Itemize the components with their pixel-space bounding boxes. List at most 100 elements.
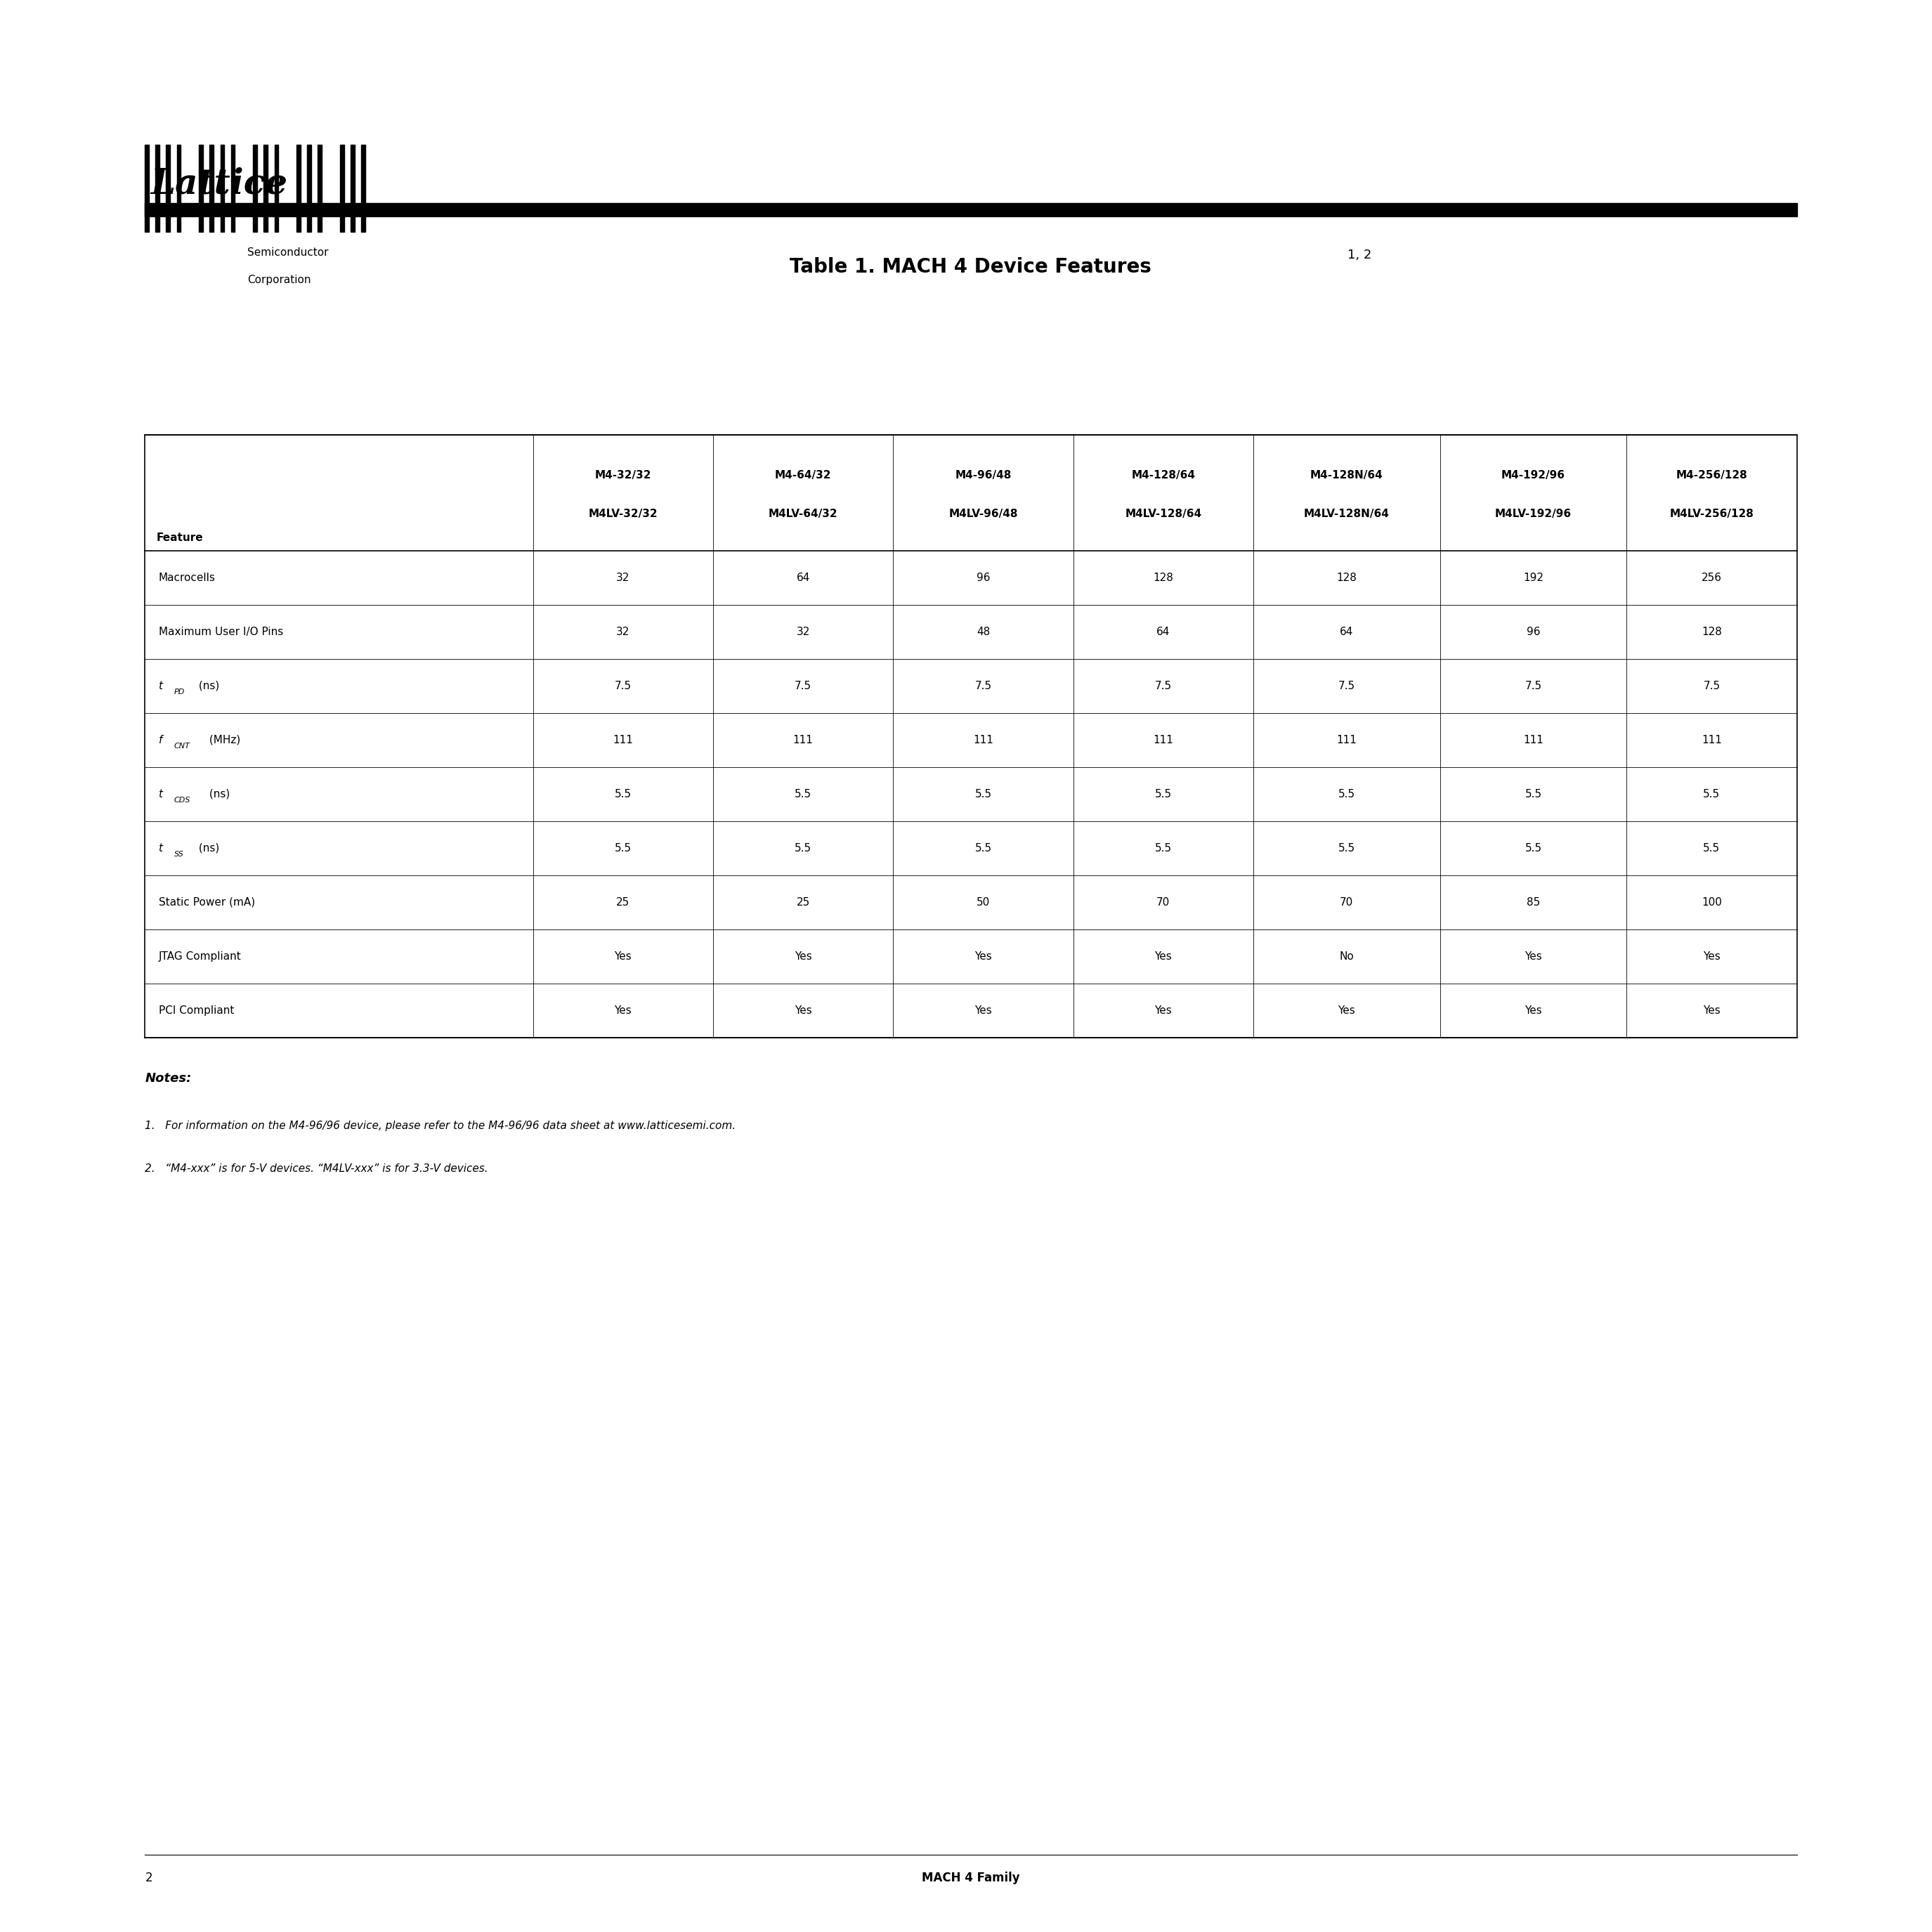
Bar (340, 145, 344, 232)
Text: 7.5: 7.5 (1524, 680, 1542, 692)
Bar (307, 145, 311, 232)
Text: 111: 111 (1337, 734, 1356, 746)
Text: Yes: Yes (974, 951, 991, 962)
Text: 50: 50 (976, 896, 989, 908)
Text: Maximum User I/O Pins: Maximum User I/O Pins (158, 626, 282, 638)
Text: 5.5: 5.5 (614, 788, 632, 800)
Text: Yes: Yes (974, 1005, 991, 1016)
Text: 70: 70 (1341, 896, 1354, 908)
Text: 5.5: 5.5 (614, 842, 632, 854)
Text: (ns): (ns) (195, 680, 218, 692)
Text: M4LV-192/96: M4LV-192/96 (1495, 508, 1571, 520)
Text: 85: 85 (1526, 896, 1540, 908)
Text: Lattice: Lattice (151, 166, 288, 201)
Text: 5.5: 5.5 (1524, 788, 1542, 800)
Bar (155, 145, 158, 232)
Bar (166, 145, 170, 232)
Text: 1, 2: 1, 2 (1349, 249, 1372, 261)
Text: Table 1. MACH 4 Device Features: Table 1. MACH 4 Device Features (790, 257, 1151, 276)
Bar (145, 145, 149, 232)
Text: CDS: CDS (174, 796, 191, 804)
Text: M4-64/32: M4-64/32 (775, 469, 831, 481)
Text: 7.5: 7.5 (794, 680, 811, 692)
Text: 5.5: 5.5 (1704, 842, 1719, 854)
Text: (ns): (ns) (195, 842, 218, 854)
Text: M4LV-32/32: M4LV-32/32 (589, 508, 657, 520)
Text: Yes: Yes (1702, 1005, 1719, 1016)
Text: CNT: CNT (174, 742, 189, 750)
Text: 96: 96 (1526, 626, 1540, 638)
Text: M4-256/128: M4-256/128 (1675, 469, 1747, 481)
Text: 111: 111 (792, 734, 813, 746)
Text: t: t (158, 788, 162, 800)
Text: t: t (158, 842, 162, 854)
Text: 111: 111 (1153, 734, 1173, 746)
Text: 111: 111 (974, 734, 993, 746)
Text: M4-192/96: M4-192/96 (1501, 469, 1565, 481)
Text: 5.5: 5.5 (1339, 788, 1354, 800)
Bar (352, 145, 355, 232)
Text: 5.5: 5.5 (1155, 788, 1171, 800)
Text: Yes: Yes (1155, 951, 1173, 962)
Text: 5.5: 5.5 (1704, 788, 1719, 800)
Text: 25: 25 (796, 896, 810, 908)
Text: 5.5: 5.5 (1524, 842, 1542, 854)
Text: 5.5: 5.5 (794, 788, 811, 800)
Text: 48: 48 (976, 626, 989, 638)
Text: 111: 111 (612, 734, 634, 746)
Text: 128: 128 (1702, 626, 1721, 638)
Text: 2: 2 (145, 1872, 153, 1884)
Bar (209, 145, 213, 232)
Text: 5.5: 5.5 (1339, 842, 1354, 854)
Text: 7.5: 7.5 (1339, 680, 1354, 692)
Text: Semiconductor: Semiconductor (247, 247, 328, 257)
Text: No: No (1339, 951, 1354, 962)
Text: (ns): (ns) (207, 788, 230, 800)
Bar (220, 145, 224, 232)
Text: 5.5: 5.5 (976, 788, 991, 800)
Text: Notes:: Notes: (145, 1072, 191, 1086)
Text: 5.5: 5.5 (1155, 842, 1171, 854)
Text: PD: PD (174, 688, 185, 696)
Text: Yes: Yes (1155, 1005, 1173, 1016)
Text: 7.5: 7.5 (614, 680, 632, 692)
Text: PCI Compliant: PCI Compliant (158, 1005, 234, 1016)
Bar (361, 145, 365, 232)
Text: f: f (158, 734, 162, 746)
Text: SS: SS (174, 850, 184, 858)
Text: M4-128/64: M4-128/64 (1132, 469, 1196, 481)
Text: MACH 4 Family: MACH 4 Family (922, 1872, 1020, 1884)
Text: JTAG Compliant: JTAG Compliant (158, 951, 242, 962)
Text: 111: 111 (1522, 734, 1544, 746)
Text: 128: 128 (1153, 572, 1173, 583)
Text: Yes: Yes (1702, 951, 1719, 962)
Text: 1.   For information on the M4-96/96 device, please refer to the M4-96/96 data s: 1. For information on the M4-96/96 devic… (145, 1121, 736, 1130)
Text: Corporation: Corporation (247, 274, 311, 284)
Text: 64: 64 (796, 572, 810, 583)
Text: Yes: Yes (794, 1005, 811, 1016)
Text: 32: 32 (616, 626, 630, 638)
Text: M4LV-64/32: M4LV-64/32 (769, 508, 838, 520)
Text: 7.5: 7.5 (1704, 680, 1719, 692)
Text: 25: 25 (616, 896, 630, 908)
Bar (263, 145, 267, 232)
Text: 32: 32 (616, 572, 630, 583)
Text: 32: 32 (796, 626, 810, 638)
Bar (232, 145, 236, 232)
Text: 96: 96 (976, 572, 989, 583)
Text: 256: 256 (1702, 572, 1721, 583)
Text: 64: 64 (1157, 626, 1171, 638)
Text: M4-32/32: M4-32/32 (595, 469, 651, 481)
Bar (145, 435, 1797, 1037)
Text: 2.   “M4-xxx” is for 5-V devices. “M4LV-xxx” is for 3.3-V devices.: 2. “M4-xxx” is for 5-V devices. “M4LV-xx… (145, 1163, 489, 1173)
Text: 5.5: 5.5 (794, 842, 811, 854)
Text: Yes: Yes (614, 1005, 632, 1016)
Text: M4-96/48: M4-96/48 (954, 469, 1012, 481)
Text: 64: 64 (1339, 626, 1354, 638)
Text: 70: 70 (1157, 896, 1171, 908)
Bar (317, 145, 321, 232)
Text: Macrocells: Macrocells (158, 572, 214, 583)
Text: 100: 100 (1702, 896, 1721, 908)
Text: 7.5: 7.5 (1155, 680, 1171, 692)
Text: (MHz): (MHz) (207, 734, 240, 746)
